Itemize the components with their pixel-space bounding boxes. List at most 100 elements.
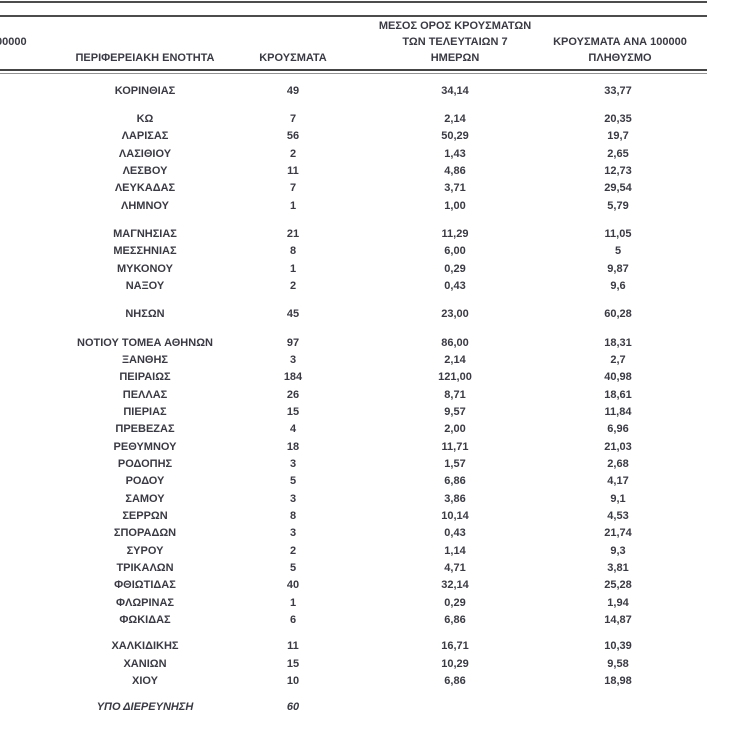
per100k-value: 9,3	[610, 544, 626, 557]
cases-value: 3	[289, 353, 297, 366]
table-row: ΞΑΝΘΗΣ 3 2,14 2,7	[0, 351, 707, 368]
column-header-region: ΠΕΡΙΦΕΡΕΙΑΚΗ ΕΝΟΤΗΤΑ	[75, 52, 215, 64]
per100k-value: 18,31	[604, 336, 632, 349]
table-row: ΡΕΘΥΜΝΟΥ 18 11,71 21,03	[0, 438, 707, 455]
table-row: ΚΩ 7 2,14 20,35	[0, 110, 707, 127]
avg7-value: 6,00	[444, 245, 466, 258]
table-row: ΦΛΩΡΙΝΑΣ 1 0,29 1,94	[0, 594, 707, 611]
avg7-value: 1,43	[444, 147, 466, 160]
column-header-avg7-line2: ΤΩΝ ΤΕΛΕΥΤΑΙΩΝ 7	[402, 36, 508, 48]
table-row: ΠΡΕΒΕΖΑΣ 4 2,00 6,96	[0, 421, 707, 438]
per100k-value: 5,79	[607, 199, 629, 212]
cases-value: 10	[286, 674, 300, 687]
per100k-value: 21,03	[604, 440, 632, 453]
region-name: ΡΟΔΟΠΗΣ	[117, 457, 173, 470]
avg7-value: 32,14	[441, 579, 469, 592]
cropped-header-fragment: 00000	[0, 36, 27, 48]
table-row: ΥΠΟ ΔΙΕΡΕΥΝΗΣΗ 60	[0, 699, 707, 716]
region-name: ΤΡΙΚΑΛΩΝ	[116, 561, 174, 574]
cases-value: 8	[289, 509, 297, 522]
cases-value: 15	[286, 657, 300, 670]
region-name: ΜΑΓΝΗΣΙΑΣ	[113, 227, 177, 240]
cases-value: 97	[286, 336, 300, 349]
region-name: ΡΕΘΥΜΝΟΥ	[113, 440, 177, 453]
table-row: ΛΑΣΙΘΙΟΥ 2 1,43 2,65	[0, 145, 707, 162]
table-row: ΠΙΕΡΙΑΣ 15 9,57 11,84	[0, 403, 707, 420]
per100k-value: 60,28	[604, 308, 632, 321]
per100k-value: 2,68	[607, 457, 629, 470]
region-name: ΦΛΩΡΙΝΑΣ	[115, 596, 175, 609]
region-name: ΣΠΟΡΑΔΩΝ	[113, 527, 177, 540]
cases-value: 3	[289, 457, 297, 470]
per100k-value: 40,98	[604, 371, 632, 384]
per100k-value: 5	[614, 245, 622, 258]
region-name: ΣΑΜΟΥ	[125, 492, 165, 505]
cases-value: 2	[289, 147, 297, 160]
table-row: ΦΩΚΙΔΑΣ 6 6,86 14,87	[0, 611, 707, 628]
cases-value: 45	[286, 308, 300, 321]
table-row: ΠΕΙΡΑΙΩΣ 184 121,00 40,98	[0, 369, 707, 386]
avg7-value: 1,14	[444, 544, 466, 557]
region-name: ΞΑΝΘΗΣ	[121, 353, 169, 366]
table-row: ΚΟΡΙΝΘΙΑΣ 49 34,14 33,77	[0, 82, 707, 99]
cases-value: 18	[286, 440, 300, 453]
per100k-value: 19,7	[607, 130, 629, 143]
cases-value: 15	[286, 405, 300, 418]
avg7-value: 50,29	[441, 130, 469, 143]
per100k-value: 10,39	[604, 640, 632, 653]
region-name: ΠΕΙΡΑΙΩΣ	[119, 371, 171, 384]
avg7-value: 34,14	[441, 84, 469, 97]
table-row: ΧΙΟΥ 10 6,86 18,98	[0, 672, 707, 689]
per100k-value: 29,54	[604, 182, 632, 195]
avg7-value: 0,43	[444, 279, 466, 292]
table-header: 00000 ΠΕΡΙΦΕΡΕΙΑΚΗ ΕΝΟΤΗΤΑ ΚΡΟΥΣΜΑΤΑ ΜΕΣ…	[0, 17, 707, 69]
cases-value: 5	[289, 475, 297, 488]
table-row: ΜΑΓΝΗΣΙΑΣ 21 11,29 11,05	[0, 225, 707, 242]
region-name: ΛΑΣΙΘΙΟΥ	[118, 147, 172, 160]
region-name: ΛΑΡΙΣΑΣ	[121, 130, 169, 143]
table-row: ΛΕΣΒΟΥ 11 4,86 12,73	[0, 162, 707, 179]
region-name: ΚΩ	[136, 112, 154, 125]
region-name: ΣΕΡΡΩΝ	[122, 509, 168, 522]
avg7-value: 8,71	[444, 388, 466, 401]
avg7-value: 2,00	[444, 423, 466, 436]
column-header-per100k-line1: ΚΡΟΥΣΜΑΤΑ ΑΝΑ 100000	[553, 36, 687, 48]
avg7-value: 1,00	[444, 199, 466, 212]
per100k-value: 11,05	[604, 227, 632, 240]
cases-value: 2	[289, 544, 297, 557]
cases-value: 1	[289, 262, 297, 275]
avg7-value: 6,86	[444, 613, 466, 626]
per100k-value: 21,74	[604, 527, 632, 540]
per100k-value: 4,53	[607, 509, 629, 522]
column-header-cases: ΚΡΟΥΣΜΑΤΑ	[259, 52, 327, 64]
table-row: ΜΥΚΟΝΟΥ 1 0,29 9,87	[0, 260, 707, 277]
cases-value: 21	[286, 227, 300, 240]
region-name: ΛΕΥΚΑΔΑΣ	[114, 182, 176, 195]
top-rule-inner	[0, 15, 707, 17]
per100k-value: 25,28	[604, 579, 632, 592]
avg7-value: 0,29	[444, 262, 466, 275]
per100k-value: 20,35	[604, 112, 632, 125]
per100k-value: 18,98	[604, 674, 632, 687]
region-name: ΛΗΜΝΟΥ	[121, 199, 169, 212]
avg7-value: 0,29	[444, 596, 466, 609]
table-row: ΛΗΜΝΟΥ 1 1,00 5,79	[0, 197, 707, 214]
column-header-avg7: ΜΕΣΟΣ ΟΡΟΣ ΚΡΟΥΣΜΑΤΩΝ ΤΩΝ ΤΕΛΕΥΤΑΙΩΝ 7 Η…	[375, 18, 535, 66]
region-name: ΠΕΛΛΑΣ	[122, 388, 168, 401]
per100k-value: 12,73	[604, 164, 632, 177]
header-rule-thick	[0, 69, 707, 71]
per100k-value: 4,17	[607, 475, 629, 488]
region-name: ΦΩΚΙΔΑΣ	[119, 613, 171, 626]
region-name: ΛΕΣΒΟΥ	[122, 164, 168, 177]
avg7-value: 121,00	[438, 371, 472, 384]
per100k-value: 3,81	[607, 561, 629, 574]
table-row: ΣΠΟΡΑΔΩΝ 3 0,43 21,74	[0, 525, 707, 542]
table-row: ΛΑΡΙΣΑΣ 56 50,29 19,7	[0, 128, 707, 145]
avg7-value: 6,86	[444, 475, 466, 488]
per100k-value: 9,1	[610, 492, 626, 505]
region-name: ΧΑΝΙΩΝ	[123, 657, 167, 670]
avg7-value: 2,14	[444, 112, 466, 125]
column-header-per100k-line2: ΠΛΗΘΥΣΜΟ	[588, 52, 652, 64]
table-row: ΝΗΣΩΝ 45 23,00 60,28	[0, 306, 707, 323]
